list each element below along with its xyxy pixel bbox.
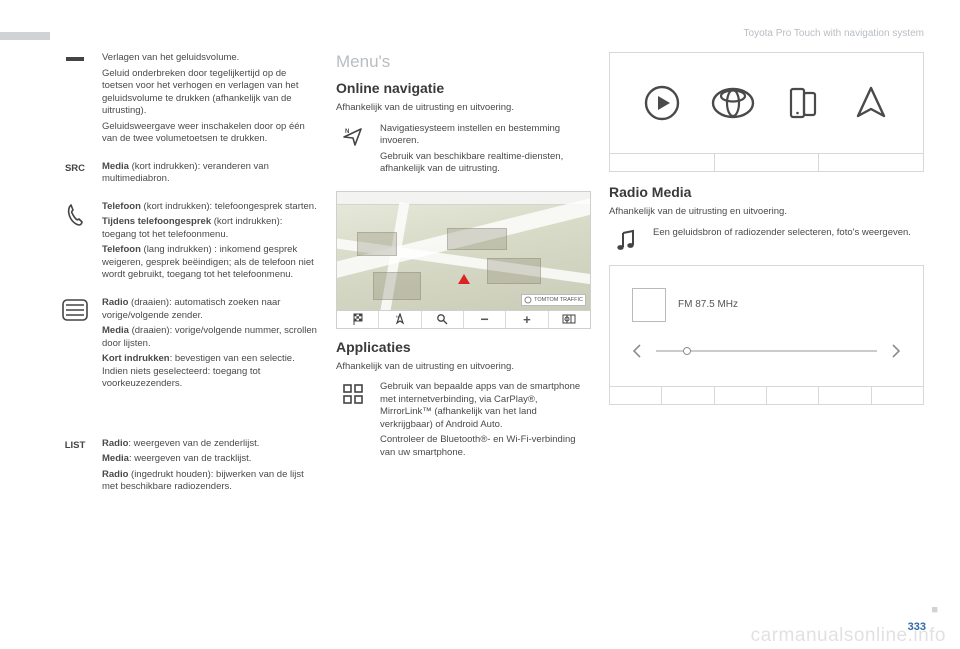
minus-icon <box>58 52 92 149</box>
tab-slot[interactable] <box>767 386 819 404</box>
section-title-radio-media: Radio Media <box>609 184 924 200</box>
radio-station-display: FM 87.5 MHz <box>632 288 901 322</box>
running-header: Toyota Pro Touch with navigation system <box>744 28 924 39</box>
svg-text:N: N <box>396 314 399 319</box>
tab-slot[interactable] <box>715 386 767 404</box>
tab-slot[interactable] <box>715 153 820 171</box>
tune-next-button[interactable] <box>891 344 901 358</box>
station-artwork-placeholder <box>632 288 666 322</box>
nav-cursor-icon: N <box>336 123 370 179</box>
tuning-slider[interactable] <box>656 350 877 352</box>
text-line: Een geluidsbron of radiozender selectere… <box>653 227 924 240</box>
text-line: Gebruik van beschikbare realtime-dienste… <box>380 151 591 176</box>
map-bottom-toolbar: N − + <box>337 310 590 328</box>
text-line: Geluid onderbreken door tegelijkertijd o… <box>102 68 318 118</box>
column-left: Verlagen van het geluidsvolume. Geluid o… <box>58 52 318 629</box>
side-accent-bar <box>0 32 50 40</box>
text-line: Radio (ingedrukt houden): bijwerken van … <box>102 469 318 494</box>
section-radio-media-row: Een geluidsbron of radiozender selectere… <box>609 227 924 253</box>
control-row-dial: Radio (draaien): automatisch zoeken naar… <box>58 297 318 394</box>
section-title-apps: Applicaties <box>336 339 591 355</box>
radio-panel-tabs <box>610 386 923 404</box>
tab-slot[interactable] <box>662 386 714 404</box>
text-line: Geluidsweergave weer inschakelen door op… <box>102 121 318 146</box>
text-line: Controleer de Bluetooth®- en Wi-Fi-verbi… <box>380 434 591 459</box>
text-line: Navigatiesysteem instellen en bestemming… <box>380 123 591 148</box>
dependency-note: Afhankelijk van de uitrusting en uitvoer… <box>609 206 924 219</box>
list-label-icon: LIST <box>58 438 92 497</box>
map-btn-layers[interactable] <box>549 311 590 328</box>
station-frequency: FM 87.5 MHz <box>678 299 738 310</box>
page-section-marker: ■ <box>931 604 938 616</box>
map-topbar <box>337 192 590 205</box>
control-row-src: SRC Media (kort indrukken): veranderen v… <box>58 161 318 189</box>
map-btn-zoom-out[interactable]: − <box>464 311 506 328</box>
tab-slot[interactable] <box>819 153 923 171</box>
tab-slot[interactable] <box>610 386 662 404</box>
text-line: Telefoon (lang indrukken) : inkomend ges… <box>102 244 318 282</box>
menus-heading: Menu's <box>336 52 591 72</box>
page-body: Verlagen van het geluidsvolume. Geluid o… <box>58 52 924 629</box>
music-note-icon <box>609 227 643 253</box>
play-circle-icon[interactable] <box>642 83 682 123</box>
tab-slot[interactable] <box>610 153 715 171</box>
map-btn-flag[interactable] <box>337 311 379 328</box>
text-line: Telefoon (kort indrukken): telefoongespr… <box>102 201 318 214</box>
text-line: Kort indrukken: bevestigen van een selec… <box>102 353 318 391</box>
control-row-phone: Telefoon (kort indrukken): telefoongespr… <box>58 201 318 285</box>
text-line: Radio (draaien): automatisch zoeken naar… <box>102 297 318 322</box>
toyota-emblem-icon[interactable] <box>710 83 756 123</box>
section-online-nav-row: N Navigatiesysteem instellen en bestemmi… <box>336 123 591 179</box>
control-row-volume-down: Verlagen van het geluidsvolume. Geluid o… <box>58 52 318 149</box>
map-btn-north[interactable]: N <box>379 311 421 328</box>
nav-arrow-icon[interactable] <box>851 83 891 123</box>
map-position-marker-icon <box>458 274 470 284</box>
tomtom-traffic-badge: TOMTOM TRAFFIC <box>521 294 586 306</box>
dial-icon <box>58 297 92 394</box>
page-number: 333 <box>908 621 926 633</box>
tab-slot[interactable] <box>819 386 871 404</box>
svg-text:N: N <box>345 129 349 135</box>
map-btn-zoom-in[interactable]: + <box>506 311 548 328</box>
apps-grid-icon <box>336 381 370 462</box>
tab-slot[interactable] <box>872 386 923 404</box>
radio-panel: FM 87.5 MHz <box>609 265 924 405</box>
nav-map-screenshot: TOMTOM TRAFFIC N − + <box>336 191 591 329</box>
slider-knob-icon[interactable] <box>683 347 691 355</box>
text-line: Radio: weergeven van de zenderlijst. <box>102 438 318 451</box>
text-line: Media: weergeven van de tracklijst. <box>102 453 318 466</box>
icon-panel-tabs <box>610 153 923 171</box>
control-row-list: LIST Radio: weergeven van de zenderlijst… <box>58 438 318 497</box>
section-apps-row: Gebruik van bepaalde apps van de smartph… <box>336 381 591 462</box>
tune-prev-button[interactable] <box>632 344 642 358</box>
column-right: Radio Media Afhankelijk van de uitrustin… <box>609 52 924 629</box>
dependency-note: Afhankelijk van de uitrusting en uitvoer… <box>336 361 591 374</box>
text-line: Media (kort indrukken): veranderen van m… <box>102 161 318 186</box>
text-line: Media (draaien): vorige/volgende nummer,… <box>102 325 318 350</box>
section-title-online-nav: Online navigatie <box>336 80 591 96</box>
dependency-note: Afhankelijk van de uitrusting en uitvoer… <box>336 102 591 115</box>
src-label-icon: SRC <box>58 161 92 189</box>
text-line: Verlagen van het geluidsvolume. <box>102 52 318 65</box>
map-btn-search[interactable] <box>422 311 464 328</box>
phone-device-icon[interactable] <box>783 83 823 123</box>
home-icon-panel <box>609 52 924 172</box>
phone-icon <box>58 201 92 285</box>
text-line: Tijdens telefoongesprek (kort indrukken)… <box>102 216 318 241</box>
text-line: Gebruik van bepaalde apps van de smartph… <box>380 381 591 431</box>
column-middle: Menu's Online navigatie Afhankelijk van … <box>336 52 591 629</box>
